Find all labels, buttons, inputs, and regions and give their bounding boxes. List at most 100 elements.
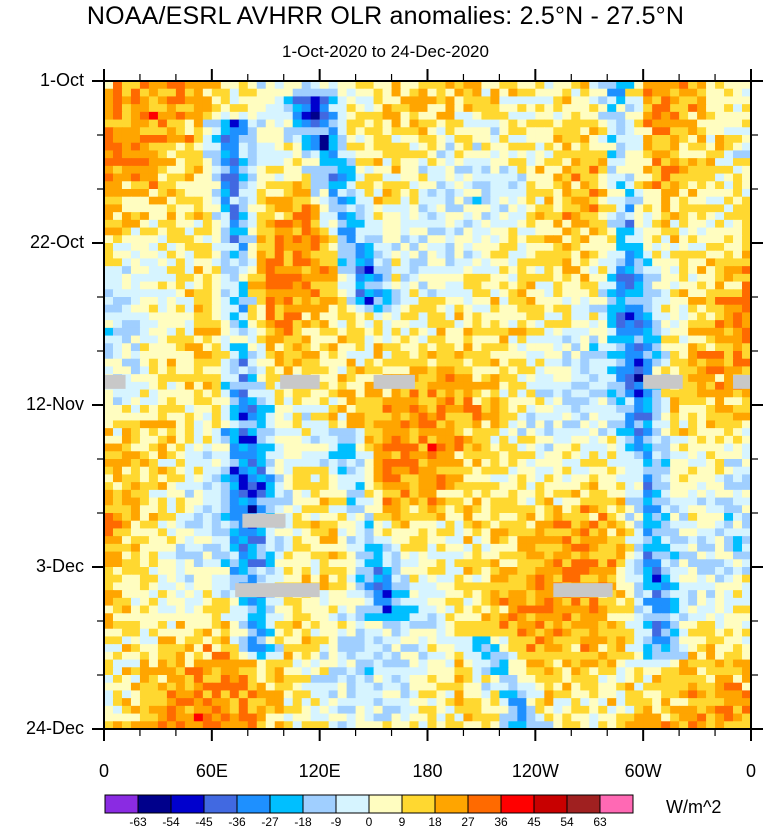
heatmap-cell (706, 235, 716, 244)
heatmap-cell (418, 459, 429, 468)
heatmap-cell (472, 212, 483, 221)
heatmap-cell (382, 227, 393, 236)
heatmap-cell (130, 243, 141, 252)
heatmap-cell (643, 304, 653, 314)
heatmap-cell (364, 304, 375, 314)
heatmap-cell (490, 474, 500, 483)
heatmap-cell (580, 420, 590, 429)
heatmap-cell (706, 312, 716, 321)
heatmap-cell (202, 582, 213, 591)
heatmap-cell (454, 381, 465, 391)
heatmap-cell (733, 590, 743, 599)
heatmap-cell (418, 551, 429, 560)
heatmap-cell (346, 551, 357, 560)
heatmap-cell (130, 219, 141, 229)
heatmap-cell (733, 104, 743, 113)
heatmap-cell (742, 451, 751, 460)
heatmap-cell (571, 312, 581, 321)
heatmap-cell (445, 158, 456, 167)
heatmap-cell (130, 111, 141, 121)
heatmap-cell (292, 412, 303, 422)
heatmap-cell (679, 428, 689, 437)
heatmap-cell (382, 489, 393, 499)
heatmap-cell (517, 88, 527, 98)
heatmap-cell (481, 135, 492, 144)
heatmap-cell (697, 127, 707, 136)
heatmap-cell (184, 165, 195, 175)
heatmap-cell (409, 189, 420, 198)
heatmap-cell (211, 104, 222, 113)
heatmap-cell (589, 243, 599, 252)
heatmap-cell (490, 513, 500, 522)
heatmap-cell (265, 559, 276, 568)
heatmap-cell (679, 389, 689, 398)
heatmap-cell (535, 574, 545, 584)
heatmap-cell (130, 304, 141, 314)
heatmap-cell (535, 474, 545, 483)
heatmap-cell (634, 127, 644, 136)
heatmap-cell (535, 219, 545, 229)
heatmap-cell (616, 551, 626, 560)
heatmap-cell (310, 443, 321, 452)
heatmap-cell (445, 536, 456, 545)
heatmap-cell (400, 520, 411, 530)
heatmap-cell (238, 597, 249, 607)
heatmap-cell (499, 258, 509, 267)
heatmap-cell (571, 273, 581, 283)
heatmap-cell (427, 88, 438, 98)
heatmap-cell (130, 397, 141, 406)
heatmap-cell (130, 459, 141, 468)
heatmap-cell (238, 142, 249, 152)
heatmap-cell (526, 389, 536, 398)
heatmap-cell (373, 273, 384, 283)
heatmap-cell (355, 351, 366, 360)
heatmap-cell (409, 312, 420, 321)
heatmap-cell (427, 335, 438, 344)
heatmap-cell (634, 219, 644, 229)
heatmap-cell (337, 150, 348, 159)
heatmap-cell (337, 243, 348, 252)
heatmap-cell (715, 281, 725, 290)
heatmap-cell (166, 466, 177, 476)
heatmap-cell (481, 250, 492, 260)
heatmap-cell (490, 567, 500, 576)
heatmap-cell (616, 111, 626, 121)
heatmap-cell (697, 150, 707, 159)
heatmap-cell (328, 489, 339, 499)
heatmap-cell (121, 543, 132, 553)
heatmap-cell (328, 304, 339, 314)
heatmap-cell (472, 335, 483, 344)
heatmap-cell (337, 474, 348, 483)
heatmap-cell (184, 335, 195, 344)
heatmap-cell (526, 266, 536, 275)
heatmap-cell (715, 489, 725, 499)
heatmap-cell (193, 196, 204, 206)
heatmap-cell (319, 574, 330, 584)
heatmap-cell (292, 435, 303, 445)
heatmap-cell (652, 335, 662, 344)
heatmap-cell (733, 81, 743, 90)
heatmap-cell (104, 135, 114, 144)
heatmap-cell (193, 381, 204, 391)
heatmap-cell (301, 135, 312, 144)
heatmap-cell (481, 297, 492, 306)
heatmap-cell (238, 243, 249, 252)
heatmap-cell (211, 459, 222, 468)
heatmap-cell (625, 505, 635, 514)
heatmap-cell (661, 543, 671, 553)
heatmap-cell (445, 142, 456, 152)
heatmap-cell (535, 466, 545, 476)
heatmap-cell (742, 150, 751, 159)
heatmap-cell (472, 189, 483, 198)
heatmap-cell (121, 412, 132, 422)
heatmap-cell (256, 219, 267, 229)
heatmap-cell (121, 590, 132, 599)
heatmap-cell (211, 366, 222, 375)
heatmap-cell (364, 343, 375, 352)
heatmap-cell (481, 104, 492, 113)
heatmap-cell (445, 273, 456, 283)
heatmap-cell (346, 613, 357, 622)
heatmap-cell (535, 597, 545, 607)
heatmap-cell (724, 127, 734, 136)
heatmap-cell (229, 451, 240, 460)
